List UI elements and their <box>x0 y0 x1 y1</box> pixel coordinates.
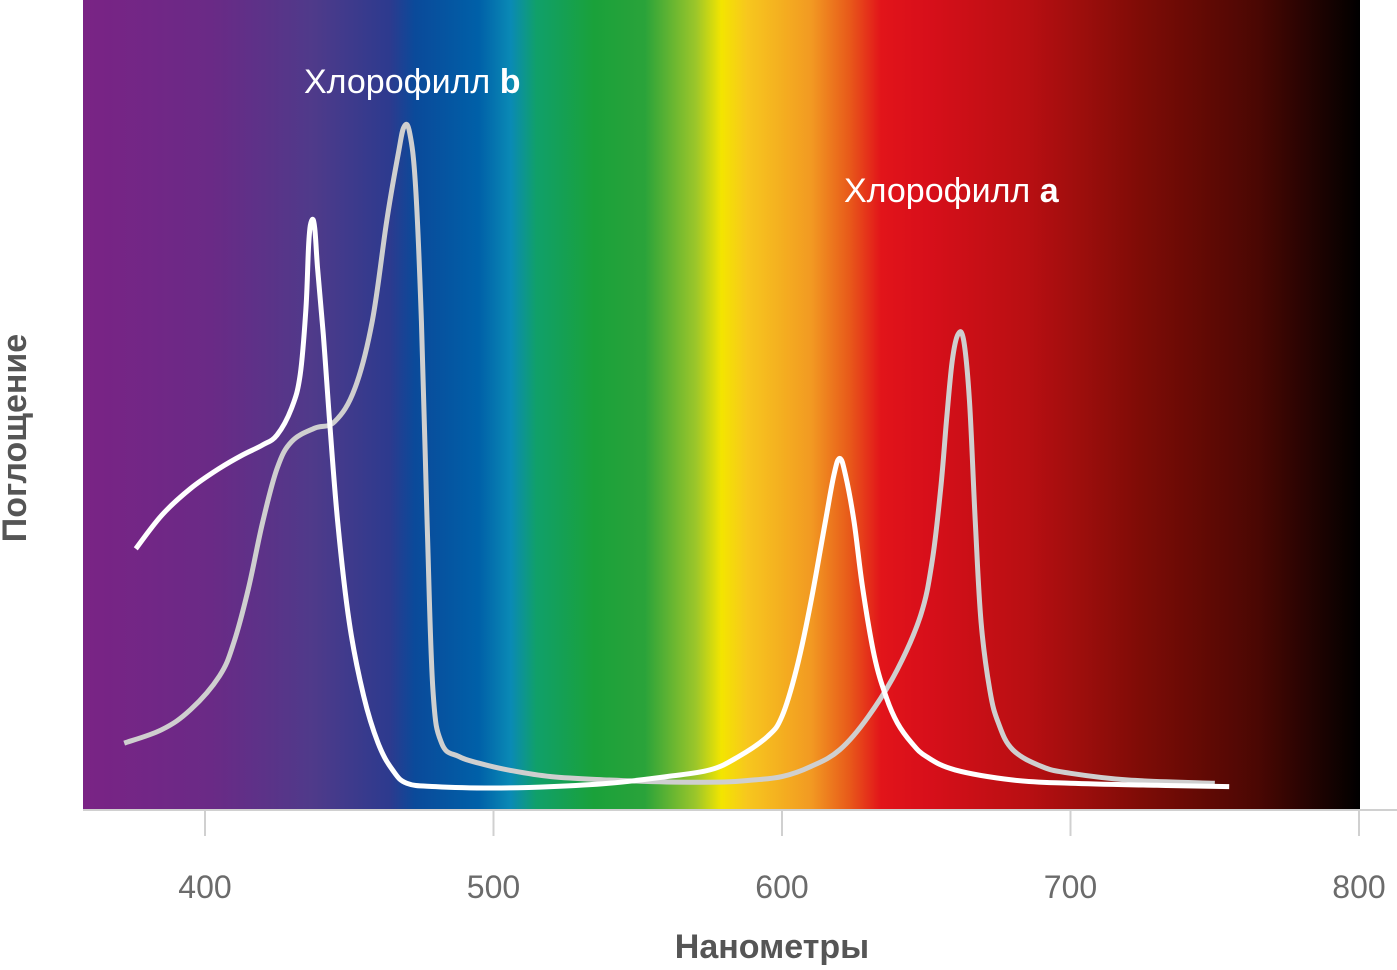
x-tick-label-500: 500 <box>467 869 520 905</box>
series-layer <box>123 121 1230 791</box>
x-tick-label-600: 600 <box>755 869 808 905</box>
series-label-chlorophyll-b-prefix: Хлорофилл <box>304 63 500 101</box>
series-label-chlorophyll-b-letter: b <box>500 63 521 101</box>
x-tick-label-800: 800 <box>1332 869 1385 905</box>
series-label-chlorophyll-b: Хлорофилл b <box>304 63 521 101</box>
x-tick-label-400: 400 <box>178 869 231 905</box>
series-label-chlorophyll-a-letter: a <box>1040 172 1060 210</box>
series-line-chlorophyll-b <box>123 121 1215 786</box>
series-line-chlorophyll-a <box>133 216 1230 791</box>
series-label-chlorophyll-a: Хлорофилл a <box>844 172 1060 210</box>
spectrum-background <box>83 0 1360 810</box>
y-axis-title: Поглощение <box>0 334 34 542</box>
x-tick-label-700: 700 <box>1044 869 1097 905</box>
series-label-chlorophyll-a-prefix: Хлорофилл <box>844 172 1040 210</box>
x-axis-ticks: 400 500 600 700 800 <box>178 810 1386 905</box>
x-axis-title: Нанометры <box>675 928 869 966</box>
